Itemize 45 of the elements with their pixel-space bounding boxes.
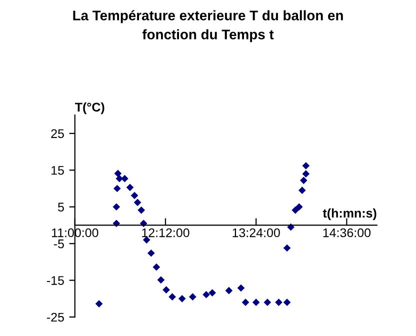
y-axis-title: T(°C) bbox=[75, 102, 104, 114]
point bbox=[302, 162, 310, 170]
point bbox=[162, 286, 170, 294]
point bbox=[134, 198, 142, 206]
point bbox=[130, 192, 138, 200]
point bbox=[112, 203, 120, 211]
point bbox=[292, 206, 300, 214]
y-tick-label: -15 bbox=[46, 276, 64, 285]
point bbox=[252, 298, 260, 306]
point bbox=[147, 249, 155, 257]
x-tick-label: 14:36:00 bbox=[323, 228, 371, 238]
point bbox=[298, 186, 306, 194]
point bbox=[126, 184, 134, 192]
point bbox=[300, 176, 308, 184]
point bbox=[138, 206, 145, 214]
point bbox=[283, 298, 291, 306]
point bbox=[152, 263, 160, 271]
point bbox=[188, 293, 196, 300]
y-tick-label: -5 bbox=[54, 240, 64, 248]
point bbox=[283, 244, 291, 252]
point bbox=[95, 300, 103, 308]
point bbox=[237, 284, 245, 292]
point bbox=[242, 298, 250, 306]
x-axis-title: t(h:mn:s) bbox=[322, 208, 376, 220]
y-tick-label: 15 bbox=[52, 166, 64, 175]
point bbox=[157, 276, 165, 284]
point bbox=[295, 203, 303, 211]
x-tick-label: 13:24:00 bbox=[232, 228, 280, 238]
point bbox=[202, 290, 210, 298]
x-tick-label: 12:12:00 bbox=[142, 228, 190, 238]
point bbox=[264, 298, 272, 306]
point bbox=[116, 174, 124, 182]
y-tick-label: 25 bbox=[51, 129, 64, 138]
chart-title: La Température exterieure T du ballon en fonction du Temps t bbox=[73, 10, 343, 42]
point bbox=[302, 170, 310, 178]
y-tick-label: -25 bbox=[46, 312, 64, 322]
point bbox=[168, 293, 176, 300]
point bbox=[275, 298, 282, 306]
point bbox=[121, 174, 128, 182]
y-tick-label: 5 bbox=[58, 202, 64, 212]
point bbox=[114, 170, 122, 178]
point bbox=[113, 184, 121, 192]
point bbox=[178, 294, 186, 302]
point bbox=[225, 286, 233, 294]
point bbox=[208, 289, 216, 296]
